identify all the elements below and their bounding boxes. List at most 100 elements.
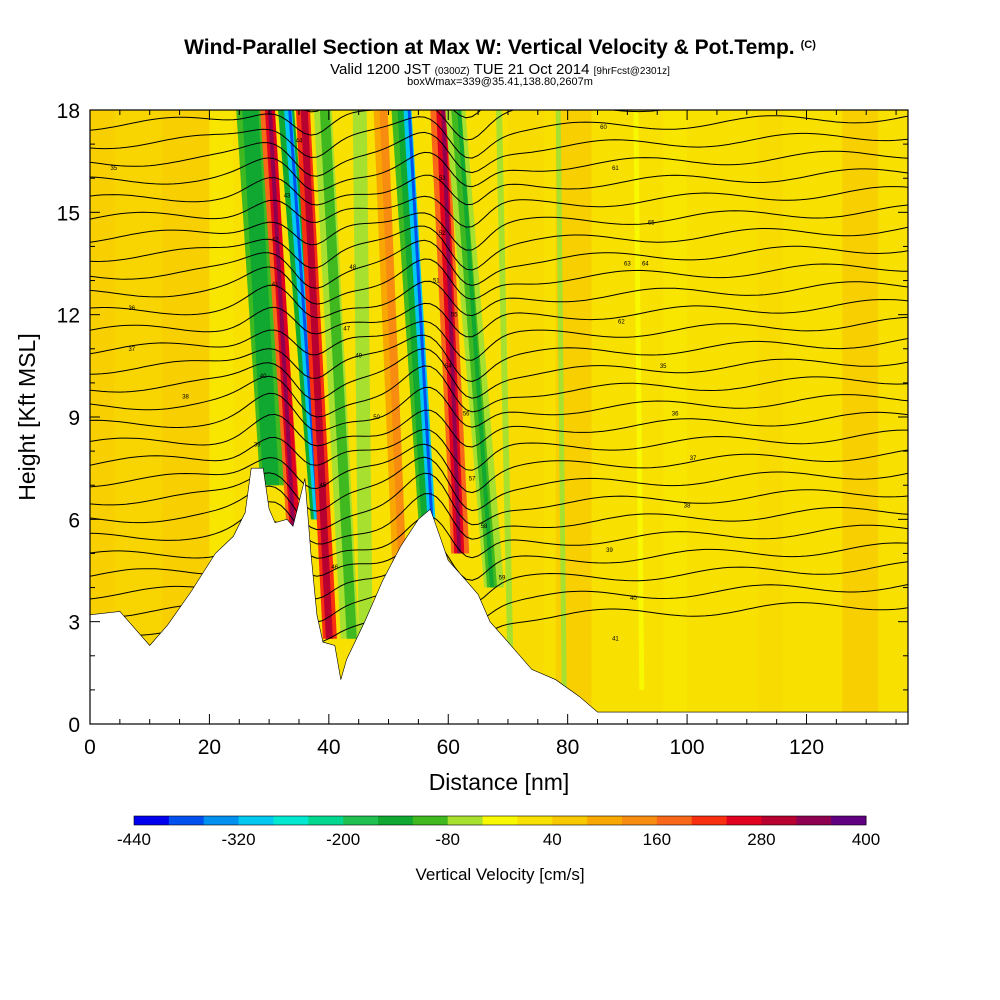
- chart-title-text: Wind-Parallel Section at Max W: Vertical…: [184, 36, 795, 59]
- y-tick-label: 15: [57, 202, 80, 225]
- vertical-velocity-band: [319, 110, 357, 639]
- theta-contour-label: 37: [128, 347, 135, 353]
- terrain-profile: [90, 467, 908, 724]
- velocity-band: [507, 110, 544, 724]
- theta-contour: [90, 186, 908, 228]
- x-tick-label: 60: [437, 736, 460, 759]
- theta-contour-label: 39: [606, 548, 613, 554]
- theta-contour: [90, 365, 908, 418]
- colorbar-tick-label: 40: [543, 830, 562, 849]
- colorbar-swatch: [308, 816, 344, 825]
- theta-contour: [90, 334, 908, 383]
- x-tick-label: 80: [556, 736, 579, 759]
- theta-contour-label: 38: [684, 504, 691, 510]
- colorbar-label: Vertical Velocity [cm/s]: [415, 865, 584, 884]
- theta-contour-label: 61: [612, 166, 619, 172]
- vertical-velocity-band: [300, 110, 333, 639]
- theta-contour-label: 36: [128, 306, 135, 312]
- theta-contour-label: 35: [111, 166, 118, 172]
- theta-contour: [90, 225, 908, 271]
- box-max-info: boxWmax=339@35.41,138.80,2607m: [407, 76, 593, 88]
- theta-contour: [90, 110, 666, 141]
- copyright-mark: (C): [800, 39, 816, 51]
- colorbar-swatch: [691, 816, 728, 825]
- theta-contour-label: 50: [373, 415, 380, 421]
- colorbar-swatch: [412, 816, 449, 825]
- colorbar-swatch: [622, 816, 658, 825]
- colorbar-swatch: [656, 816, 693, 825]
- colorbar-swatch: [238, 816, 274, 825]
- x-axis-label: Distance [nm]: [429, 769, 570, 795]
- colorbar-tick-label: 400: [852, 830, 880, 849]
- theta-contour-label: 64: [642, 262, 649, 268]
- colorbar-swatch: [482, 816, 518, 825]
- theta-contour-label: 45: [320, 483, 327, 489]
- colorbar-tick-label: 160: [643, 830, 671, 849]
- x-tick-label: 20: [198, 736, 221, 759]
- colorbar-swatch: [726, 816, 762, 825]
- valid-date: TUE 21 Oct 2014: [473, 61, 590, 78]
- theta-contour-label: 35: [660, 364, 667, 370]
- colorbar-swatch: [552, 816, 588, 825]
- colorbar-swatch: [796, 816, 832, 825]
- velocity-band: [663, 110, 688, 724]
- theta-contour: [90, 386, 908, 432]
- theta-contour: [90, 150, 908, 192]
- theta-contour-label: 56: [463, 412, 470, 418]
- theta-contour-label: 48: [349, 265, 356, 271]
- colorbar-tick-label: -200: [326, 830, 360, 849]
- theta-contour: [90, 258, 908, 305]
- vertical-velocity-band: [496, 110, 514, 690]
- theta-contour: [90, 472, 908, 531]
- theta-contour-label: 57: [469, 476, 476, 482]
- theta-contour: [90, 456, 908, 512]
- theta-contour: [90, 168, 908, 206]
- colorbar-swatch: [134, 816, 170, 825]
- theta-contour-label: 36: [672, 412, 679, 418]
- theta-contour-label: 44: [296, 139, 303, 145]
- plot-area: 35 36 37 38 39 40 41 42 43 44 45 46 47 48 49 50 51 52 53 54…: [90, 56, 908, 724]
- colorbar-swatch: [343, 816, 379, 825]
- theta-contour-label: 42: [272, 238, 279, 244]
- utc-time: (0300Z): [434, 66, 470, 77]
- theta-contour-label: 47: [343, 326, 350, 332]
- colorbar-tick-label: -320: [222, 830, 256, 849]
- colorbar-tick-label: -440: [117, 830, 151, 849]
- velocity-band: [758, 110, 783, 724]
- theta-contour-label: 60: [600, 125, 607, 131]
- colorbar-swatch: [168, 816, 205, 825]
- theta-contour: [90, 348, 908, 401]
- theta-contours: 35 36 37 38 39 40 41 42 43 44 45 46 47 48 49 50 51 52 53 54…: [90, 56, 908, 643]
- theta-contour: [90, 56, 908, 95]
- theta-contour: [90, 316, 908, 361]
- theta-contour: [90, 443, 908, 494]
- y-tick-label: 3: [68, 612, 80, 635]
- colorbar-swatch: [831, 816, 867, 825]
- theta-contour: [90, 409, 908, 448]
- theta-contour: [90, 493, 908, 545]
- theta-contour-label: 52: [439, 231, 446, 237]
- theta-contour-label: 41: [612, 637, 619, 643]
- theta-contour-label: 37: [690, 456, 697, 462]
- chart-title: Wind-Parallel Section at Max W: Vertical…: [0, 36, 1000, 60]
- y-tick-label: 0: [68, 714, 80, 737]
- y-tick-label: 6: [68, 509, 80, 532]
- theta-contour-label: 40: [630, 596, 637, 602]
- vertical-velocity-band: [267, 110, 296, 537]
- y-tick-label: 12: [57, 305, 80, 328]
- theta-contour-label: 65: [648, 221, 655, 227]
- theta-contour-label: 54: [445, 364, 452, 370]
- colorbar-tick-label: -80: [435, 830, 460, 849]
- valid-prefix: Valid 1200 JST: [330, 61, 431, 78]
- theta-contour-label: 43: [284, 193, 291, 199]
- y-axis-label: Height [Kft MSL]: [14, 333, 40, 500]
- theta-contour: [90, 204, 908, 251]
- colorbar-swatch: [203, 816, 240, 825]
- valid-time-line: Valid 1200 JST (0300Z) TUE 21 Oct 2014 […: [0, 61, 1000, 78]
- y-tick-label: 18: [57, 100, 80, 123]
- theta-contour-label: 40: [260, 374, 267, 380]
- theta-contour-label: 38: [182, 395, 189, 401]
- theta-contour-label: 63: [624, 262, 631, 268]
- colorbar-swatch: [447, 816, 484, 825]
